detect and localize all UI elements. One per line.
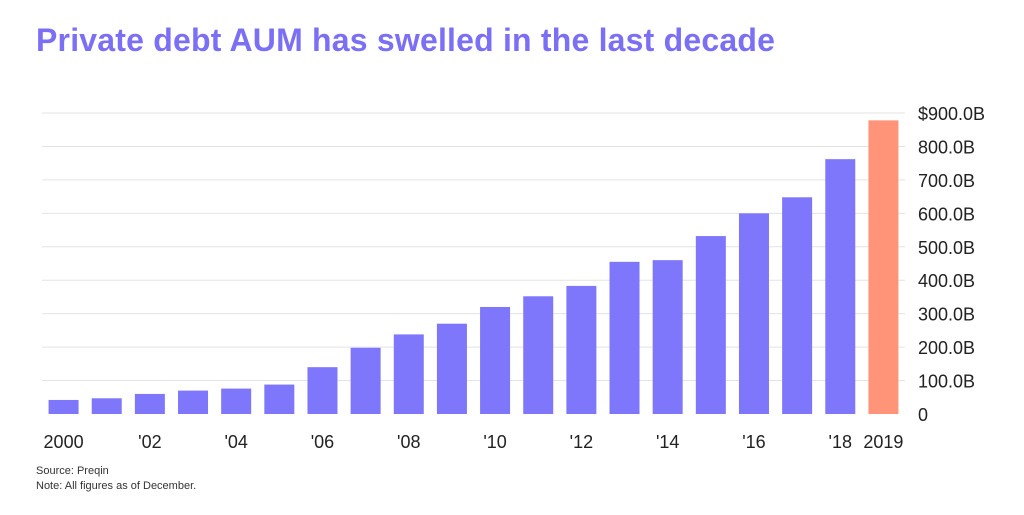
bar-2000 <box>48 399 79 414</box>
grid-lines <box>42 112 905 382</box>
bar-2012 <box>566 285 597 414</box>
bar-2001 <box>91 398 122 414</box>
x-tick-label: '10 <box>483 432 506 452</box>
y-tick-label: 300.0B <box>918 305 975 325</box>
x-tick-label: '18 <box>829 432 852 452</box>
x-tick-label: '02 <box>138 432 161 452</box>
x-axis-ticks: 2000 '02 '04 '06 '08 '10 '12 '14 '16 '18 2019 <box>44 432 904 452</box>
footnote: Note: All figures as of December. <box>36 480 197 492</box>
y-tick-label: 0 <box>918 405 928 425</box>
x-tick-label: 2000 <box>44 432 84 452</box>
bar-2009 <box>436 323 467 414</box>
y-tick-label: $900.0B <box>918 104 985 124</box>
bar-2019 <box>868 120 899 414</box>
bar-2015 <box>695 236 726 414</box>
x-tick-label: '08 <box>397 432 420 452</box>
y-tick-label: 200.0B <box>918 338 975 358</box>
x-tick-label: 2019 <box>863 432 903 452</box>
x-tick-label: '12 <box>570 432 593 452</box>
bar-2018 <box>825 159 856 414</box>
source-note: Source: Preqin <box>36 465 109 477</box>
bar-2016 <box>738 213 769 414</box>
bars <box>48 120 899 414</box>
bar-2010 <box>480 306 511 414</box>
y-tick-label: 800.0B <box>918 137 975 157</box>
bar-2013 <box>609 261 640 414</box>
bar-2017 <box>782 197 813 414</box>
x-tick-label: '14 <box>656 432 679 452</box>
bar-2003 <box>178 390 209 414</box>
bar-2014 <box>652 260 683 414</box>
bar-2006 <box>307 367 338 414</box>
y-tick-label: 700.0B <box>918 171 975 191</box>
x-tick-label: '06 <box>311 432 334 452</box>
bar-2007 <box>350 347 381 414</box>
chart-title: Private debt AUM has swelled in the last… <box>36 22 776 58</box>
y-tick-label: 600.0B <box>918 204 975 224</box>
x-tick-label: '04 <box>224 432 247 452</box>
bar-2005 <box>264 384 295 414</box>
y-tick-label: 400.0B <box>918 271 975 291</box>
y-tick-label: 100.0B <box>918 372 975 392</box>
x-tick-label: '16 <box>742 432 765 452</box>
bar-2002 <box>134 393 165 414</box>
bar-2008 <box>393 334 424 414</box>
bar-2011 <box>523 296 554 414</box>
y-tick-label: 500.0B <box>918 238 975 258</box>
bar-2004 <box>221 388 252 414</box>
y-axis-ticks: 0 100.0B 200.0B 300.0B 400.0B 500.0B 600.0B 700… <box>918 104 985 425</box>
